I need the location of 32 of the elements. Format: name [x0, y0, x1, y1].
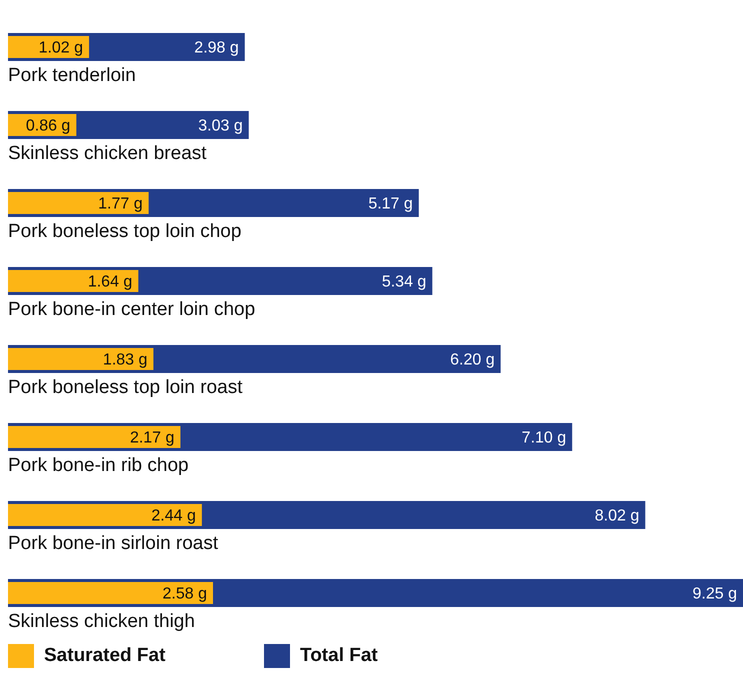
data-label: 1.64 g: [88, 274, 132, 291]
legend-label: Saturated Fat: [44, 645, 166, 667]
data-label: 2.98 g: [194, 40, 239, 57]
y-tick-label: Pork bone-in center loin chop: [8, 299, 256, 320]
data-label: 0.86 g: [26, 118, 70, 135]
data-label: 5.34 g: [382, 274, 426, 291]
bar: [8, 192, 149, 214]
bar: [8, 348, 154, 370]
y-tick-label: Pork tenderloin: [8, 65, 136, 86]
data-label: 2.44 g: [151, 508, 196, 525]
data-label: 5.17 g: [368, 196, 413, 213]
legend-label: Total Fat: [300, 645, 379, 667]
bar: [8, 426, 180, 448]
bar: [8, 504, 202, 526]
data-label: 7.10 g: [522, 430, 566, 447]
data-label: 2.17 g: [130, 430, 174, 447]
data-label: 2.58 g: [162, 586, 208, 603]
y-tick-label: Pork boneless top loin chop: [8, 221, 242, 242]
bar: [8, 270, 138, 292]
y-tick-label: Pork bone-in sirloin roast: [8, 533, 219, 554]
y-tick-label: Pork bone-in rib chop: [8, 455, 189, 476]
bar: [8, 582, 214, 604]
y-tick-label: Pork boneless top loin roast: [8, 377, 244, 398]
data-label: 8.02 g: [594, 508, 640, 525]
data-label: 9.25 g: [692, 586, 737, 603]
data-label: 1.77 g: [98, 196, 143, 213]
data-label: 6.20 g: [450, 352, 495, 369]
data-label: 1.02 g: [38, 40, 84, 57]
data-label: 3.03 g: [198, 118, 243, 135]
y-tick-label: Skinless chicken breast: [8, 143, 208, 164]
data-label: 1.83 g: [102, 352, 148, 369]
y-tick-label: Skinless chicken thigh: [8, 611, 195, 632]
